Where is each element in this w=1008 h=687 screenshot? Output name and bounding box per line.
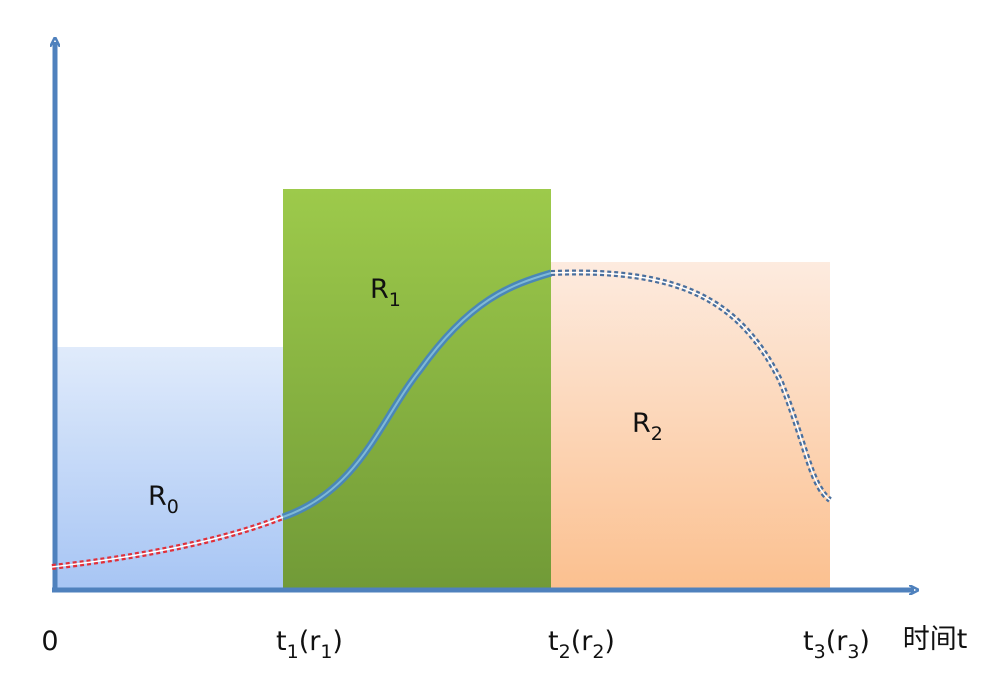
x-label: t3(r3) [803,626,870,663]
region-label: R1 [370,274,401,311]
subscript: 1 [389,289,401,311]
label-text: t [548,626,559,657]
label-text: t [803,626,814,657]
label-text: (r [571,626,594,657]
label-text: R [370,274,389,305]
label-text: (r [826,626,849,657]
subscript: 2 [651,423,663,445]
subscript: 3 [847,641,859,663]
subscript: 1 [320,641,332,663]
label-text: (r [299,626,322,657]
x-label: t1(r1) [276,626,343,663]
region-r1 [283,189,551,590]
label-text: R [148,481,167,512]
label-text: 0 [41,626,58,657]
subscript: 0 [167,496,179,518]
x-label: 0 [41,626,58,657]
region-r2 [551,262,830,590]
curve-dashed-red-core [51,516,284,568]
region-r0 [55,347,283,590]
label-text: ) [859,626,870,657]
subscript: 3 [814,641,826,663]
label-text: R [632,408,651,439]
x-axis-label: 时间t [903,624,968,655]
curve-dashed-blue-core [550,271,831,501]
subscript: 2 [592,641,604,663]
label-text: ) [604,626,615,657]
subscript: 2 [559,641,571,663]
subscript: 1 [287,641,299,663]
region-label: R2 [632,408,663,445]
region-label: R0 [148,481,179,518]
curve-solid-core [282,272,552,518]
label-text: ) [332,626,343,657]
label-text: t [276,626,287,657]
x-label: t2(r2) [548,626,615,663]
